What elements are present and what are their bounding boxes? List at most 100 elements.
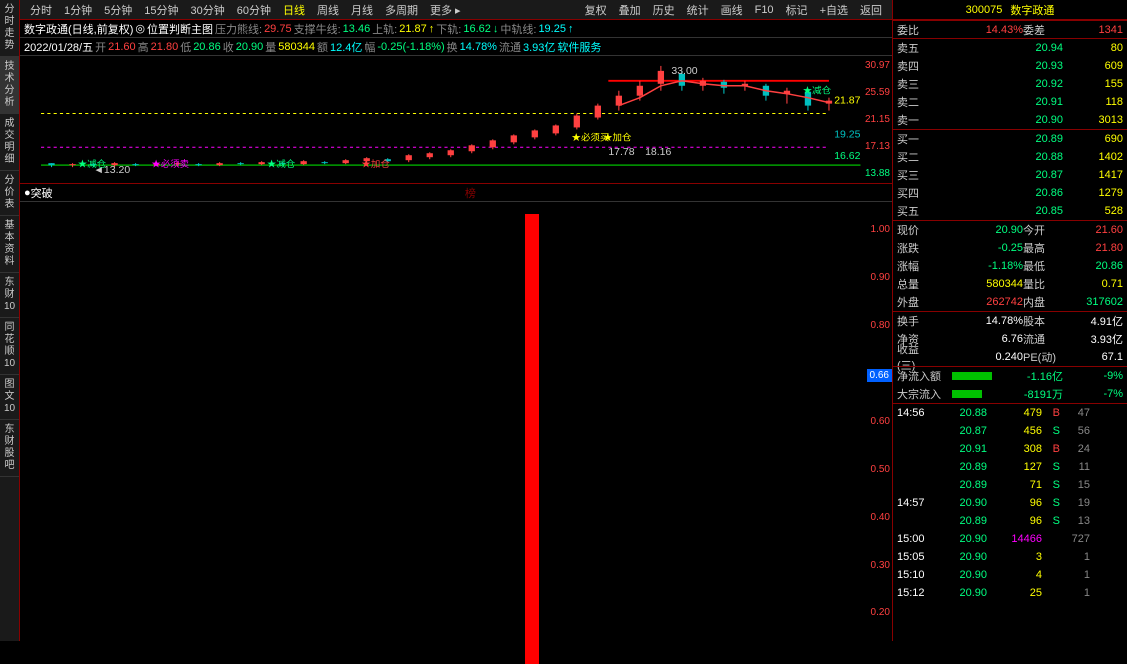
- orderbook-row: 卖二20.91118: [893, 93, 1127, 111]
- sidebar-tab[interactable]: 同花顺10: [0, 318, 19, 375]
- stat-row: 换手14.78%股本4.91亿: [893, 312, 1127, 330]
- tick-row: 20.8996S13: [893, 512, 1127, 530]
- indicator-axis-label: 0.60: [852, 416, 890, 427]
- toolbar-button[interactable]: F10: [749, 4, 780, 16]
- tick-row: 20.87456S56: [893, 422, 1127, 440]
- price-axis-label: 21.15: [852, 114, 890, 125]
- tick-row: 14:5620.88479B47: [893, 404, 1127, 422]
- svg-text:17.78: 17.78: [608, 147, 635, 158]
- strategy-name: 位置判断主图: [147, 21, 213, 37]
- tick-list: 14:5620.88479B4720.87456S5620.91308B2420…: [893, 403, 1127, 641]
- price-axis: 30.97 25.59 21.15 17.13 13.88: [850, 56, 892, 183]
- candlestick-chart[interactable]: 17.7818.1633.0021.8719.2516.62★减仓★必须卖★减仓…: [20, 56, 892, 184]
- toolbar-button[interactable]: 画线: [715, 2, 749, 18]
- orderbook-row: 买五20.85528: [893, 202, 1127, 220]
- stat-row: 总量580344量比0.71: [893, 275, 1127, 293]
- timeframe-tab[interactable]: 60分钟: [231, 2, 277, 18]
- sidebar-tab[interactable]: 技术分析: [0, 57, 19, 114]
- toolbar-button[interactable]: 历史: [647, 2, 681, 18]
- tick-row: 20.8971S15: [893, 476, 1127, 494]
- svg-text:18.16: 18.16: [645, 147, 672, 158]
- orderbook-row: 买三20.871417: [893, 166, 1127, 184]
- tick-row: 14:5720.9096S19: [893, 494, 1127, 512]
- svg-text:★减仓: ★减仓: [803, 85, 831, 96]
- timeframe-tab[interactable]: 更多 ▸: [424, 2, 467, 18]
- sidebar-tab[interactable]: 东财10: [0, 273, 19, 318]
- lower-value: 16.62: [463, 23, 491, 35]
- timeframe-tab[interactable]: 日线: [277, 2, 311, 18]
- toolbar-button[interactable]: +自选: [814, 2, 854, 18]
- stat-row: 涨幅-1.18%最低20.86: [893, 257, 1127, 275]
- timeframe-tab[interactable]: 分时: [24, 2, 58, 18]
- indicator-header: ● 突破 榜: [20, 184, 892, 202]
- tick-row: 15:0020.9014466727: [893, 530, 1127, 548]
- toolbar-button[interactable]: 返回: [854, 2, 888, 18]
- day-info-line: 2022/01/28/五 开21.60 高21.80 低20.86 收20.90…: [20, 38, 892, 56]
- svg-text:★减仓: ★减仓: [267, 158, 295, 169]
- tick-row: 15:1020.9041: [893, 566, 1127, 584]
- stat-row: 涨跌-0.25最高21.80: [893, 239, 1127, 257]
- tick-row: 15:1220.90251: [893, 584, 1127, 602]
- chart-info-line: 数字政通(日线,前复权) ◎ 位置判断主图 压力熊线: 29.75 支撑牛线: …: [20, 20, 892, 38]
- sidebar-tab[interactable]: 分价表: [0, 171, 19, 216]
- price-axis-label: 13.88: [852, 168, 890, 179]
- volume-bar: [525, 214, 539, 664]
- timeframe-tab[interactable]: 5分钟: [98, 2, 138, 18]
- current-indicator-badge: 0.66: [867, 369, 892, 382]
- tick-row: 15:0520.9031: [893, 548, 1127, 566]
- sidebar-tab[interactable]: 图文10: [0, 375, 19, 420]
- quote-panel: 300075 数字政通 委比 14.43% 委差 1341 卖五20.9480卖…: [892, 0, 1127, 641]
- support-value: 13.46: [343, 23, 371, 35]
- orderbook-row: 卖三20.92155: [893, 75, 1127, 93]
- indicator-axis-label: 0.50: [852, 464, 890, 475]
- chart-title: 数字政通(日线,前复权): [24, 21, 133, 37]
- svg-text:★加仓: ★加仓: [603, 132, 631, 143]
- indicator-axis-label: 0.30: [852, 560, 890, 571]
- timeframe-tab[interactable]: 30分钟: [185, 2, 231, 18]
- indicator-axis-label: 0.90: [852, 272, 890, 283]
- mid-value: 19.25: [538, 23, 566, 35]
- price-axis-label: 17.13: [852, 141, 890, 152]
- orderbook-row: 买四20.861279: [893, 184, 1127, 202]
- svg-text:33.00: 33.00: [671, 66, 698, 77]
- stat-row: 现价20.90今开21.60: [893, 221, 1127, 239]
- timeframe-tab[interactable]: 多周期: [379, 2, 424, 18]
- timeframe-toolbar: 分时1分钟5分钟15分钟30分钟60分钟日线周线月线多周期更多 ▸ 复权叠加历史统…: [20, 0, 892, 20]
- orderbook-row: 卖一20.903013: [893, 111, 1127, 129]
- orderbook-row: 买二20.881402: [893, 148, 1127, 166]
- price-axis-label: 30.97: [852, 60, 890, 71]
- indicator-axis-label: 1.00: [852, 224, 890, 235]
- left-sidebar: 分时走势技术分析成交明细分价表基本资料东财10同花顺10图文10东财股吧: [0, 0, 20, 641]
- svg-text:★加仓: ★加仓: [361, 158, 389, 169]
- stock-code: 300075: [966, 4, 1003, 16]
- flow-row: 大宗流入-8191万-7%: [893, 385, 1127, 403]
- sidebar-tab[interactable]: 基本资料: [0, 216, 19, 273]
- orderbook-row: 卖五20.9480: [893, 39, 1127, 57]
- timeframe-tab[interactable]: 1分钟: [58, 2, 98, 18]
- timeframe-tab[interactable]: 月线: [345, 2, 379, 18]
- sidebar-tab[interactable]: 东财股吧: [0, 420, 19, 477]
- stat-row: 收益(三)0.240PE(动)67.1: [893, 348, 1127, 366]
- toolbar-button[interactable]: 统计: [681, 2, 715, 18]
- sidebar-tab[interactable]: 成交明细: [0, 114, 19, 171]
- tick-row: 20.91308B24: [893, 440, 1127, 458]
- indicator-axis-label: 0.40: [852, 512, 890, 523]
- indicator-chart[interactable]: 1.000.900.800.700.600.500.400.300.20 0.6…: [20, 202, 892, 641]
- stock-name: 数字政通: [1010, 2, 1054, 18]
- sidebar-tab[interactable]: 分时走势: [0, 0, 19, 57]
- indicator-axis: 1.000.900.800.700.600.500.400.300.20: [850, 202, 892, 641]
- ratio-row: 委比 14.43% 委差 1341: [893, 20, 1127, 38]
- toolbar-button[interactable]: 复权: [579, 2, 613, 18]
- price-axis-label: 25.59: [852, 87, 890, 98]
- timeframe-tab[interactable]: 周线: [311, 2, 345, 18]
- toolbar-button[interactable]: 叠加: [613, 2, 647, 18]
- timeframe-tab[interactable]: 15分钟: [138, 2, 184, 18]
- orderbook-row: 卖四20.93609: [893, 57, 1127, 75]
- tick-row: 20.89127S11: [893, 458, 1127, 476]
- upper-value: 21.87: [399, 23, 427, 35]
- main-area: 分时1分钟5分钟15分钟30分钟60分钟日线周线月线多周期更多 ▸ 复权叠加历史统…: [20, 0, 892, 641]
- toolbar-button[interactable]: 标记: [780, 2, 814, 18]
- svg-text:★必须卖: ★必须卖: [151, 158, 189, 169]
- pressure-value: 29.75: [264, 23, 292, 35]
- orderbook-row: 买一20.89690: [893, 130, 1127, 148]
